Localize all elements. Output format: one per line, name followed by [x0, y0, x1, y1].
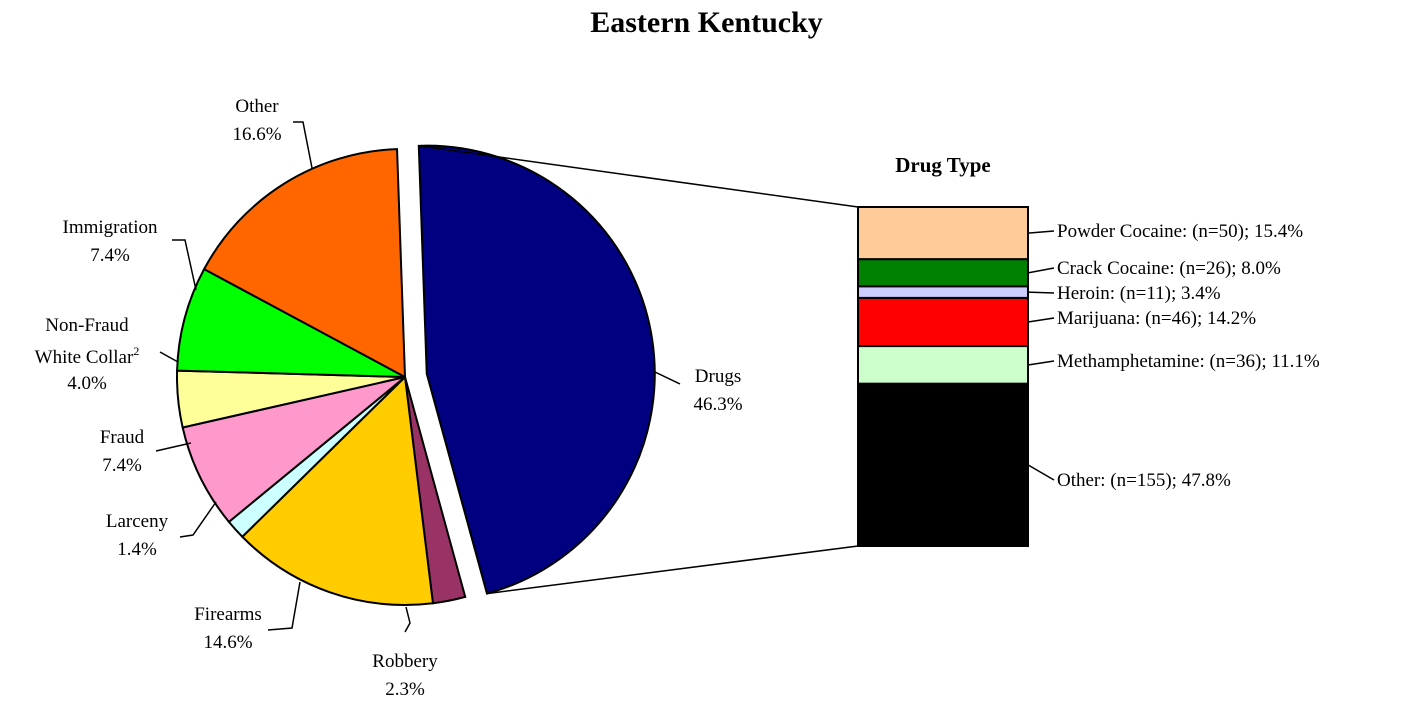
slice-label-robbery: Robbery — [372, 651, 438, 672]
slice-label-drugs: Drugs — [695, 366, 741, 387]
leader-line-larceny — [179, 501, 217, 538]
pie-slice-fraud — [181, 376, 406, 524]
connector-line-top — [418, 145, 859, 208]
slice-value-immigration: 7.4% — [90, 245, 130, 266]
leader-line-other — [293, 121, 313, 169]
bar-label-powder-cocaine: Powder Cocaine: (n=50); 15.4% — [1057, 221, 1303, 242]
bar-label-heroin: Heroin: (n=11); 3.4% — [1057, 283, 1221, 304]
pie-slice-immigration — [176, 267, 406, 378]
leader-line-immigration — [172, 239, 197, 291]
slice-value-robbery: 2.3% — [385, 679, 425, 700]
bar-leader-methamphetamine — [1027, 360, 1055, 366]
bar-leader-heroin — [1027, 291, 1055, 294]
bar-leader-crack-cocaine — [1027, 267, 1055, 274]
leader-line-firearms — [267, 581, 301, 631]
slice-value-firearms: 14.6% — [203, 632, 252, 653]
bar-label-marijuana: Marijuana: (n=46); 14.2% — [1057, 308, 1256, 329]
leader-line-fraud — [155, 442, 192, 452]
pie-slice-firearms — [240, 374, 435, 606]
slice-label-immigration: Immigration — [63, 217, 158, 238]
slice-label-other: Other — [235, 96, 279, 117]
slice-label-fraud: Fraud — [100, 427, 145, 448]
slice-label-non-fraud-white-collar-line2-text: White Collar — [35, 347, 134, 368]
bar-label-other: Other: (n=155); 47.8% — [1057, 470, 1231, 491]
slice-value-non-fraud-white-collar: 4.0% — [67, 373, 107, 394]
bar-segment-crack-cocaine — [857, 258, 1029, 288]
bar-label-crack-cocaine: Crack Cocaine: (n=26); 8.0% — [1057, 258, 1281, 279]
bar-segment-marijuana — [857, 296, 1029, 348]
breakdown-title: Drug Type — [895, 153, 990, 177]
slice-value-fraud: 7.4% — [102, 455, 142, 476]
bar-label-methamphetamine: Methamphetamine: (n=36); 11.1% — [1057, 351, 1320, 372]
bar-segment-other — [857, 382, 1029, 548]
slice-value-drugs: 46.3% — [693, 394, 742, 415]
slice-label-firearms: Firearms — [194, 604, 262, 625]
bar-leader-marijuana — [1027, 317, 1055, 323]
bar-segment-heroin — [857, 285, 1029, 299]
bar-segment-powder-cocaine — [857, 206, 1029, 261]
bar-leader-other — [1027, 464, 1055, 481]
slice-value-other: 16.6% — [232, 124, 281, 145]
slice-value-larceny: 1.4% — [117, 539, 157, 560]
leader-line-robbery — [404, 606, 411, 633]
slice-label-larceny: Larceny — [106, 511, 169, 532]
chart-title: Eastern Kentucky — [590, 6, 823, 39]
connector-line-bottom — [486, 545, 859, 595]
pie-slice-drugs — [417, 144, 656, 595]
leader-line-drugs — [654, 371, 681, 385]
slice-label-non-fraud-white-collar-line1: Non-Fraud — [45, 315, 129, 336]
pie-slice-other — [202, 148, 407, 379]
slice-label-non-fraud-white-collar-line2: White Collar2 — [35, 344, 140, 368]
footnote-superscript: 2 — [133, 344, 139, 358]
bar-segment-methamphetamine — [857, 345, 1029, 385]
leader-line-non-fraud-white-collar — [159, 351, 179, 363]
bar-leader-powder-cocaine — [1027, 230, 1055, 234]
